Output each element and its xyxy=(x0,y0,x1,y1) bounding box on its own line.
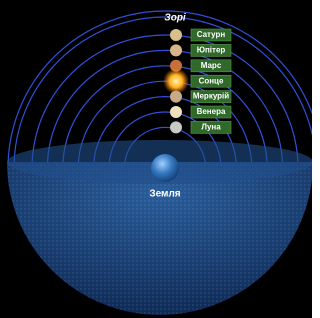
planet-label: Луна xyxy=(201,123,221,132)
planet-label: Венера xyxy=(197,107,226,116)
planet-label: Меркурій xyxy=(193,92,229,101)
planet xyxy=(170,121,182,133)
earth-label: Земля xyxy=(149,189,180,200)
planet xyxy=(170,29,182,41)
planet-label: Марс xyxy=(201,61,222,70)
planet xyxy=(170,106,182,118)
planet xyxy=(170,91,182,103)
stars-label: Зорі xyxy=(164,13,186,24)
planet-label: Сонце xyxy=(199,76,224,85)
geocentric-diagram: СатурнЮпітерМарсСонцеМеркурійВенераЛуна … xyxy=(0,0,312,318)
planet xyxy=(163,68,189,94)
earth xyxy=(151,154,179,182)
planet-label: Сатурн xyxy=(197,30,226,39)
planet xyxy=(170,44,182,56)
planet-label: Юпітер xyxy=(197,46,226,55)
